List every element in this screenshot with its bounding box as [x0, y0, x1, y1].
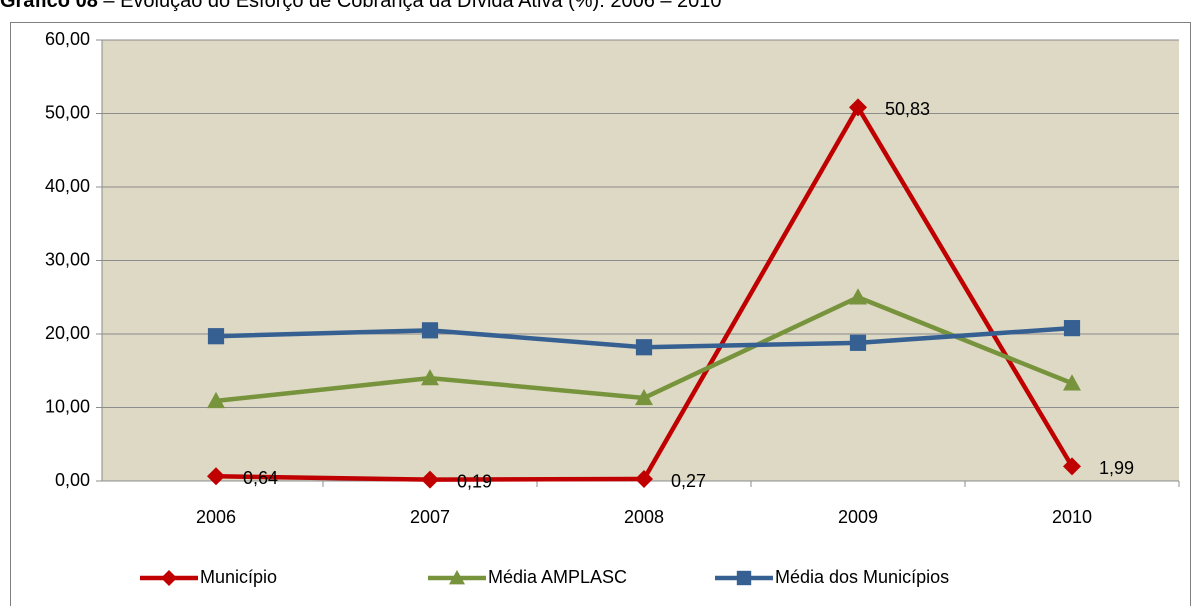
x-tick-label: 2009: [838, 507, 878, 527]
marker: [635, 388, 653, 406]
marker: [849, 288, 867, 305]
data-label: 1,99: [1099, 458, 1134, 478]
marker: [635, 470, 653, 489]
y-tick-label: 40,00: [45, 176, 90, 196]
legend-label: Média dos Municípios: [775, 567, 949, 587]
marker: [207, 328, 225, 345]
legend-label: Média AMPLASC: [488, 567, 627, 587]
marker: [635, 339, 653, 356]
marker: [736, 570, 752, 586]
x-tick-label: 2007: [410, 507, 450, 527]
x-tick-label: 2010: [1052, 507, 1092, 527]
data-label: 50,83: [885, 99, 930, 119]
y-tick-label: 20,00: [45, 323, 90, 343]
title-prefix: Gráfico 08: [0, 0, 98, 12]
marker: [207, 391, 225, 409]
data-label: 0,19: [457, 471, 492, 491]
marker: [161, 570, 177, 586]
marker: [421, 322, 439, 339]
data-label: 0,27: [671, 471, 706, 491]
marker: [421, 470, 439, 489]
marker: [1063, 320, 1081, 337]
legend-label: Município: [200, 567, 277, 587]
y-tick-label: 60,00: [45, 29, 90, 49]
y-tick-label: 50,00: [45, 102, 90, 122]
marker: [1063, 457, 1081, 476]
marker: [1063, 374, 1081, 391]
marker: [207, 467, 225, 486]
marker: [849, 98, 867, 117]
data-label: 0,64: [243, 468, 278, 488]
y-tick-label: 0,00: [55, 470, 90, 490]
marker: [849, 334, 867, 351]
title-text: – Evolução do Esforço de Cobrança da Dív…: [98, 0, 722, 12]
x-tick-label: 2006: [196, 507, 236, 527]
marker: [449, 570, 465, 585]
y-tick-label: 30,00: [45, 249, 90, 269]
y-tick-label: 10,00: [45, 396, 90, 416]
marker: [421, 369, 439, 386]
chart-title: Gráfico 08 – Evolução do Esforço de Cobr…: [0, 0, 722, 12]
x-tick-label: 2008: [624, 507, 664, 527]
